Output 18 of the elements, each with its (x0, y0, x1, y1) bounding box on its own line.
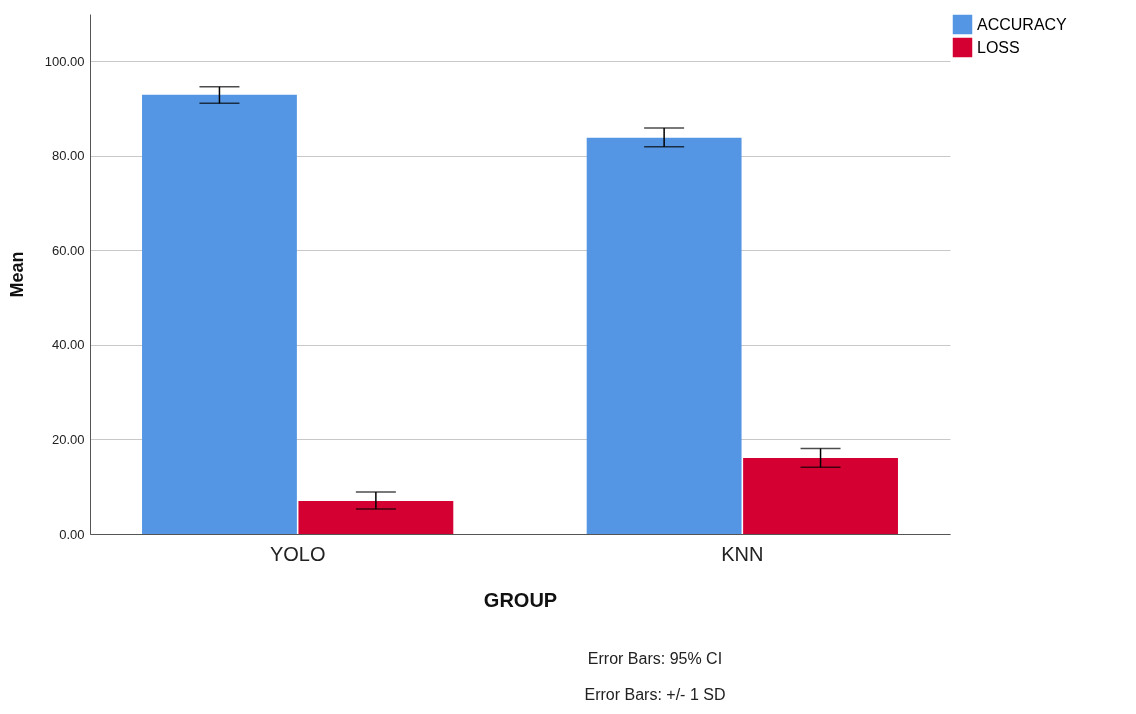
x-tick-label: KNN (721, 542, 764, 565)
y-tick-label: 100.00 (44, 53, 85, 69)
y-tick-label: 20.00 (51, 431, 85, 447)
text: Error Bars: +/- 1 SD (583, 686, 727, 705)
bar (743, 457, 898, 534)
bar (586, 137, 742, 534)
bar (298, 500, 454, 534)
y-tick-label: 80.00 (51, 148, 85, 164)
bar (142, 94, 297, 534)
y-axis-title: Mean (6, 251, 27, 298)
y-tick-label: 0.00 (59, 526, 85, 542)
text: Error Bars: 95% CI (586, 650, 724, 669)
x-tick-label: YOLO (269, 542, 326, 565)
legend-label: LOSS (977, 38, 1020, 56)
x-axis-title: GROUP (483, 588, 558, 611)
legend-label: ACCURACY (977, 15, 1068, 33)
y-tick-label: 40.00 (51, 337, 85, 353)
y-tick-label: 60.00 (51, 242, 85, 258)
